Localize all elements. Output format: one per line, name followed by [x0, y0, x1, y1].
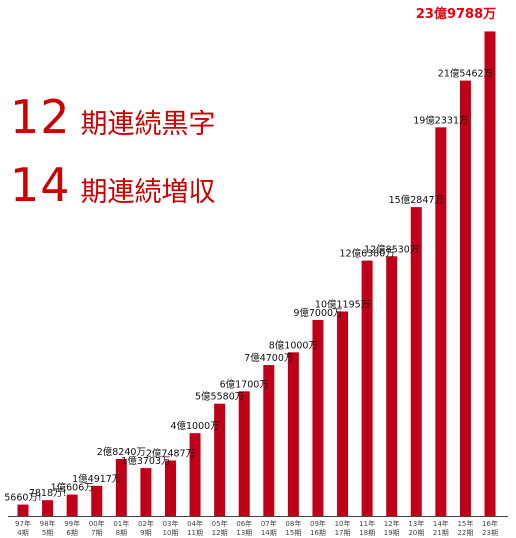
bars-layer	[8, 31, 508, 517]
bar-data-label: 10億1195万	[315, 299, 370, 311]
x-tick-label-period: 13期	[236, 529, 252, 537]
x-tick-label-period: 4期	[17, 529, 28, 537]
bar-data-label: 6億1700万	[220, 378, 269, 390]
headline-profit-number: 12	[10, 90, 71, 144]
bar-data-label: 1億606万	[51, 482, 94, 494]
x-tick-label-period: 23期	[482, 529, 498, 537]
x-tick-label-year: 98年	[40, 519, 56, 528]
x-tick-label-year: 08年	[285, 519, 301, 528]
bar-data-label: 21億5462万	[438, 68, 493, 80]
bar	[484, 31, 496, 517]
x-tick-label-period: 22期	[457, 529, 473, 537]
headline-profit-streak: 12 期連続黒字	[10, 90, 216, 144]
bar	[66, 494, 78, 516]
bar-data-label: 9億7000万	[293, 307, 342, 319]
bar-data-label: 2億8240万	[97, 446, 146, 458]
x-tick-label-year: 05年	[212, 519, 228, 528]
headline-revenue-number: 14	[10, 158, 71, 212]
x-tick-label-period: 20期	[408, 529, 424, 537]
x-tick-label-period: 8期	[116, 529, 127, 537]
bar-data-label: 19億2331万	[413, 114, 468, 126]
x-tick-label-year: 02年	[138, 519, 154, 528]
bar	[91, 485, 103, 516]
x-tick-label-year: 03年	[163, 519, 179, 528]
x-tick-label-period: 17期	[335, 529, 351, 537]
bar-data-label: 5億5580万	[195, 391, 244, 403]
x-tick-label-period: 9期	[140, 529, 151, 537]
bar	[42, 500, 54, 516]
x-tick-label-period: 14期	[261, 529, 277, 537]
bar	[17, 504, 29, 516]
bar	[287, 352, 299, 516]
x-tick-label-year: 09年	[310, 519, 326, 528]
bar	[214, 403, 226, 516]
x-tick-label-period: 16期	[310, 529, 326, 537]
x-tick-label-period: 12期	[212, 529, 228, 537]
data-labels-layer: 5660万!7818万!1億606万1億4917万2億8240万1億3703万2…	[4, 6, 496, 504]
bar	[435, 127, 447, 516]
headline-revenue-text: 期連続増収	[80, 177, 216, 208]
bar-data-label: 12億8530万	[364, 243, 419, 255]
bar	[189, 433, 201, 516]
x-tick-label-year: 14年	[433, 519, 449, 528]
x-tick-label-year: 04年	[187, 519, 203, 528]
bar-data-label: 1億3703万	[121, 455, 170, 467]
x-tick-label-period: 11期	[187, 529, 203, 537]
bar	[459, 80, 471, 516]
x-tick-label-period: 18期	[359, 529, 375, 537]
headline-revenue-streak: 14 期連続増収	[10, 158, 216, 212]
bar-data-label: 7818万!	[29, 488, 67, 499]
bar-data-label: 7億4700万	[244, 352, 293, 364]
x-tick-labels-layer: 97年4期98年5期99年6期00年7期01年8期02年9期03年10期04年1…	[15, 519, 498, 537]
x-tick-label-period: 7期	[91, 529, 102, 537]
bar-data-label: 15億2847万	[389, 194, 444, 206]
x-tick-label-year: 12年	[384, 519, 400, 528]
x-tick-label-year: 11年	[359, 519, 375, 528]
x-tick-label-year: 13年	[408, 519, 424, 528]
x-tick-label-year: 07年	[261, 519, 277, 528]
x-tick-label-period: 6期	[66, 529, 77, 537]
bar-data-label: 23億9788万	[416, 6, 496, 22]
bar-data-label: 4億1000万	[170, 420, 219, 432]
x-tick-label-year: 00年	[89, 519, 105, 528]
x-tick-label-year: 16年	[482, 519, 498, 528]
x-tick-label-year: 01年	[113, 519, 129, 528]
x-tick-label-period: 5期	[42, 529, 53, 537]
x-tick-label-year: 15年	[457, 519, 473, 528]
bar	[337, 311, 349, 516]
bar	[410, 207, 422, 516]
x-tick-label-year: 99年	[64, 519, 80, 528]
bar-data-label: 1億4917万	[72, 473, 121, 485]
bar	[164, 460, 176, 516]
x-tick-label-year: 10年	[335, 519, 351, 528]
bar	[361, 260, 373, 516]
bar	[115, 458, 127, 516]
x-tick-label-period: 15期	[285, 529, 301, 537]
bar	[263, 365, 275, 516]
x-tick-label-period: 21期	[433, 529, 449, 537]
bar	[386, 256, 398, 516]
bar	[140, 468, 152, 516]
bar-data-label: 8億1000万	[269, 339, 318, 351]
bar	[312, 319, 324, 516]
headline-profit-text: 期連続黒字	[80, 109, 216, 140]
bar-data-label: 2億7487万	[146, 447, 195, 459]
bar-data-label: 12億6380万	[339, 248, 394, 260]
x-tick-label-period: 10期	[163, 529, 179, 537]
x-tick-label-year: 97年	[15, 519, 31, 528]
x-tick-label-period: 19期	[384, 529, 400, 537]
x-tick-label-year: 06年	[236, 519, 252, 528]
bar-data-label: 5660万!	[4, 493, 42, 504]
bar	[238, 391, 250, 516]
